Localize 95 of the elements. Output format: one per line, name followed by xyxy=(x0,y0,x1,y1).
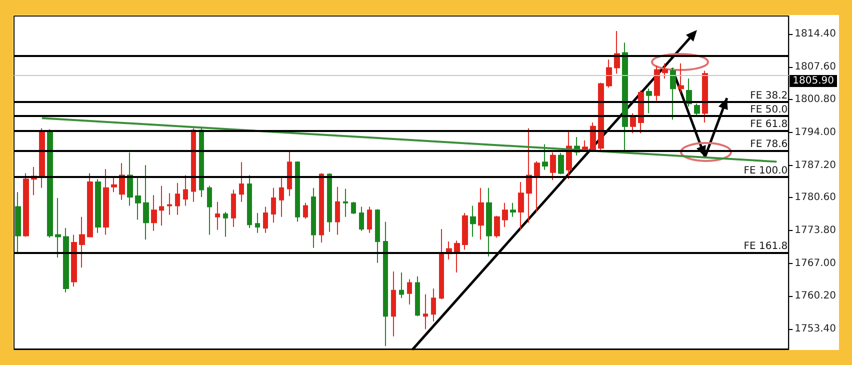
ref-line-label: 1805.90 xyxy=(792,76,834,87)
candlestick xyxy=(606,59,612,88)
candlestick xyxy=(87,172,93,238)
candlestick xyxy=(23,172,29,238)
candlestick xyxy=(47,128,53,238)
candlestick xyxy=(439,228,444,300)
candlestick xyxy=(231,189,236,228)
candlestick xyxy=(175,182,180,216)
candlestick xyxy=(327,172,332,232)
candlestick xyxy=(103,168,109,236)
candlestick xyxy=(271,187,276,224)
candlestick xyxy=(598,82,604,151)
ref-line-label: FE 61.8 xyxy=(750,119,788,130)
ref-line-label: FE 100.0 xyxy=(744,166,788,177)
candlestick xyxy=(63,227,69,293)
y-tick-label: 1760.20 xyxy=(794,290,836,302)
candlestick xyxy=(71,234,77,288)
candlestick xyxy=(199,128,204,198)
candlestick xyxy=(215,201,220,230)
candlestick xyxy=(207,185,212,236)
candlestick xyxy=(367,206,372,234)
candlestick xyxy=(702,70,708,123)
ref-line-label: FE 50.0 xyxy=(750,104,788,116)
candlestick xyxy=(670,67,676,120)
candlestick xyxy=(311,187,316,248)
candlestick xyxy=(415,276,420,317)
ref-line-label: FE 78.6 xyxy=(750,139,788,150)
candlestick xyxy=(399,272,404,299)
ref-line-label: FE 38.2 xyxy=(750,90,788,102)
candlestick xyxy=(407,278,412,305)
y-tick-label: 1753.40 xyxy=(794,324,836,335)
candlestick xyxy=(15,192,21,254)
candlestick xyxy=(79,216,85,268)
y-tick-label: 1807.60 xyxy=(794,61,836,72)
candlestick xyxy=(335,186,340,236)
y-tick-label: 1814.40 xyxy=(794,28,836,40)
candlestick xyxy=(223,212,228,238)
ref-line-label: FE 161.8 xyxy=(744,241,788,252)
candlestick xyxy=(470,205,476,238)
candlestick xyxy=(119,162,125,200)
candlestick xyxy=(494,215,500,238)
candlestick xyxy=(247,174,252,228)
candlestick xyxy=(462,212,468,250)
candlestick xyxy=(359,206,364,232)
candlestick xyxy=(303,202,308,220)
candlestick xyxy=(646,88,652,114)
candlestick xyxy=(351,201,356,214)
candlestick xyxy=(279,178,284,218)
candlestick xyxy=(191,128,196,202)
candlestick xyxy=(542,144,548,170)
candlestick xyxy=(431,288,436,322)
candlestick xyxy=(135,178,141,220)
candlestick xyxy=(502,202,508,228)
y-tick-label: 1767.00 xyxy=(794,258,836,269)
candlestick xyxy=(678,62,684,93)
candlestick xyxy=(143,164,149,240)
candlestick xyxy=(630,112,636,134)
candlestick xyxy=(95,178,101,234)
candlestick xyxy=(518,182,524,230)
candlestick xyxy=(550,152,556,181)
candlestick xyxy=(454,240,460,274)
y-tick-label: 1787.20 xyxy=(794,160,836,172)
candlestick xyxy=(383,221,388,347)
candlestick xyxy=(39,128,45,188)
candlestick xyxy=(478,187,484,240)
candlestick xyxy=(526,128,532,224)
y-tick-label: 1794.00 xyxy=(794,127,836,138)
candlestick xyxy=(343,188,348,218)
candlestick xyxy=(391,271,396,337)
y-tick-label: 1800.80 xyxy=(794,94,836,106)
candlestick xyxy=(375,208,380,264)
candlestick xyxy=(263,206,268,234)
candlestick xyxy=(111,176,117,193)
candlestick xyxy=(151,194,157,232)
candlestick xyxy=(558,152,564,175)
candlestick xyxy=(55,197,61,258)
y-tick-label: 1773.80 xyxy=(794,224,836,236)
candlestick xyxy=(167,192,172,216)
candlestick xyxy=(159,185,164,226)
candlestick xyxy=(662,62,668,79)
candlestick xyxy=(614,30,620,74)
candlestick xyxy=(510,202,516,218)
candlestick xyxy=(654,65,660,102)
candlestick xyxy=(694,103,700,116)
y-tick-label: 1780.60 xyxy=(794,192,836,204)
candlestick xyxy=(255,212,260,234)
candlestick xyxy=(295,160,300,222)
candlestick xyxy=(534,160,540,213)
candlestick xyxy=(239,162,244,202)
candlestick xyxy=(183,174,188,206)
candlestick xyxy=(319,172,324,244)
candlestick xyxy=(127,152,133,206)
candlestick xyxy=(486,187,492,258)
candlestick xyxy=(287,150,292,197)
candlestick xyxy=(423,294,428,330)
